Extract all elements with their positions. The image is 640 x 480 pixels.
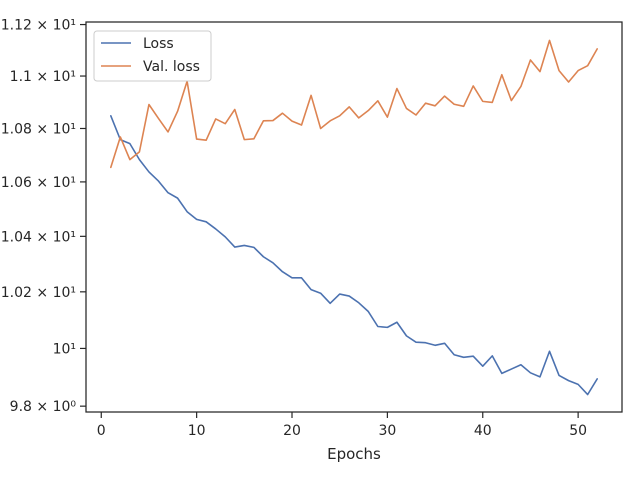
plot-lines [110, 39, 599, 396]
x-tick-label: 40 [474, 423, 492, 439]
y-tick-label: 1.04 × 10¹ [1, 229, 76, 245]
series-line-loss [110, 115, 599, 396]
y-tick-label: 1.02 × 10¹ [1, 285, 76, 301]
legend: Loss Val. loss [93, 30, 212, 82]
axis-ticks: 0 10 20 30 40 50 9.8 × 10⁰ 10¹ 1.02 × 10¹ 1.04 × … [1, 18, 587, 439]
legend-label-val-loss: Val. loss [143, 59, 200, 75]
x-tick-label: 20 [283, 423, 301, 439]
x-tick-label: 30 [378, 423, 396, 439]
x-axis-label: Epochs [327, 445, 381, 463]
y-tick-label: 1.06 × 10¹ [1, 175, 76, 191]
x-tick-label: 50 [569, 423, 587, 439]
series-line-val-loss [110, 39, 599, 169]
y-tick-label: 9.8 × 10⁰ [10, 399, 77, 415]
legend-label-loss: Loss [143, 36, 174, 52]
x-tick-label: 10 [188, 423, 206, 439]
y-tick-label: 1.12 × 10¹ [1, 18, 76, 34]
x-tick-label: 0 [97, 423, 106, 439]
y-tick-label: 10¹ [53, 341, 76, 357]
axes-frame [85, 21, 623, 413]
y-tick-label: 1.08 × 10¹ [1, 121, 76, 137]
y-tick-label: 1.1 × 10¹ [10, 69, 76, 85]
